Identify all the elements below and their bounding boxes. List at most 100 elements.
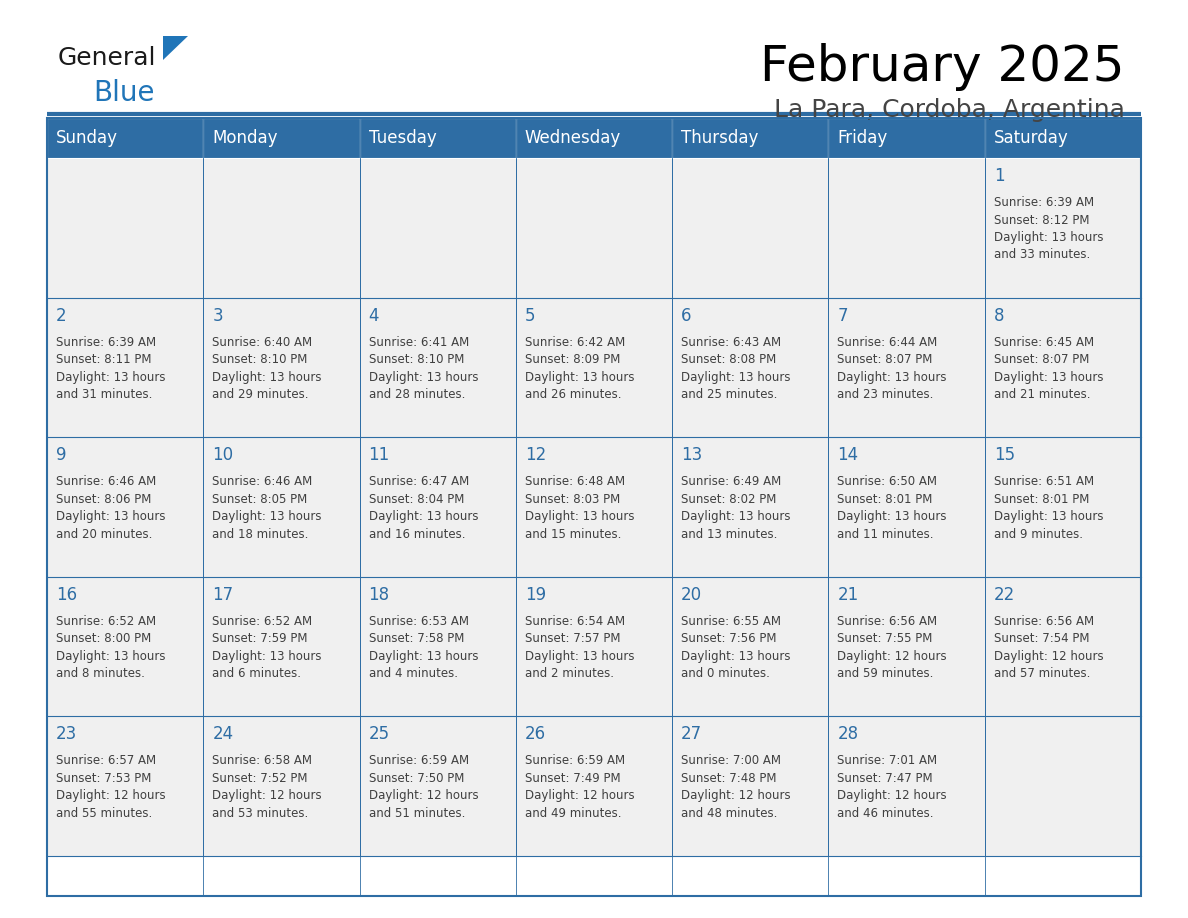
Text: 1: 1 xyxy=(993,167,1004,185)
Text: 15: 15 xyxy=(993,446,1015,465)
Bar xyxy=(203,158,360,297)
Text: Sunrise: 6:45 AM
Sunset: 8:07 PM
Daylight: 13 hours
and 21 minutes.: Sunrise: 6:45 AM Sunset: 8:07 PM Dayligh… xyxy=(993,336,1104,401)
Text: 10: 10 xyxy=(213,446,233,465)
Bar xyxy=(48,577,203,716)
Bar xyxy=(672,297,828,437)
Text: 25: 25 xyxy=(368,725,390,744)
Bar xyxy=(985,577,1140,716)
Text: Sunrise: 6:52 AM
Sunset: 8:00 PM
Daylight: 13 hours
and 8 minutes.: Sunrise: 6:52 AM Sunset: 8:00 PM Dayligh… xyxy=(56,615,165,680)
Text: February 2025: February 2025 xyxy=(760,43,1125,91)
Bar xyxy=(360,297,516,437)
Text: 27: 27 xyxy=(681,725,702,744)
Text: Sunrise: 6:59 AM
Sunset: 7:50 PM
Daylight: 12 hours
and 51 minutes.: Sunrise: 6:59 AM Sunset: 7:50 PM Dayligh… xyxy=(368,755,479,820)
Bar xyxy=(516,158,672,297)
Text: Sunrise: 6:48 AM
Sunset: 8:03 PM
Daylight: 13 hours
and 15 minutes.: Sunrise: 6:48 AM Sunset: 8:03 PM Dayligh… xyxy=(525,476,634,541)
Text: 4: 4 xyxy=(368,307,379,325)
Bar xyxy=(672,158,828,297)
Text: 7: 7 xyxy=(838,307,848,325)
Bar xyxy=(360,577,516,716)
Bar xyxy=(203,716,360,856)
Text: 11: 11 xyxy=(368,446,390,465)
Text: 13: 13 xyxy=(681,446,702,465)
Polygon shape xyxy=(163,36,188,60)
Bar xyxy=(516,716,672,856)
Bar xyxy=(48,437,203,577)
Text: Sunrise: 6:53 AM
Sunset: 7:58 PM
Daylight: 13 hours
and 4 minutes.: Sunrise: 6:53 AM Sunset: 7:58 PM Dayligh… xyxy=(368,615,478,680)
Bar xyxy=(360,716,516,856)
Bar xyxy=(48,118,203,158)
Text: La Para, Cordoba, Argentina: La Para, Cordoba, Argentina xyxy=(775,98,1125,122)
Bar xyxy=(985,437,1140,577)
Text: 3: 3 xyxy=(213,307,223,325)
Text: Sunrise: 6:41 AM
Sunset: 8:10 PM
Daylight: 13 hours
and 28 minutes.: Sunrise: 6:41 AM Sunset: 8:10 PM Dayligh… xyxy=(368,336,478,401)
Text: Monday: Monday xyxy=(213,129,278,147)
Text: Sunrise: 6:39 AM
Sunset: 8:12 PM
Daylight: 13 hours
and 33 minutes.: Sunrise: 6:39 AM Sunset: 8:12 PM Dayligh… xyxy=(993,196,1104,262)
Text: Sunrise: 6:47 AM
Sunset: 8:04 PM
Daylight: 13 hours
and 16 minutes.: Sunrise: 6:47 AM Sunset: 8:04 PM Dayligh… xyxy=(368,476,478,541)
Text: 22: 22 xyxy=(993,586,1015,604)
Bar xyxy=(828,716,985,856)
Text: Sunrise: 6:44 AM
Sunset: 8:07 PM
Daylight: 13 hours
and 23 minutes.: Sunrise: 6:44 AM Sunset: 8:07 PM Dayligh… xyxy=(838,336,947,401)
Bar xyxy=(48,297,203,437)
Bar xyxy=(203,437,360,577)
Text: Wednesday: Wednesday xyxy=(525,129,621,147)
Bar xyxy=(672,437,828,577)
Bar xyxy=(360,158,516,297)
Text: 21: 21 xyxy=(838,586,859,604)
Text: 24: 24 xyxy=(213,725,233,744)
Bar xyxy=(828,297,985,437)
Text: Sunrise: 7:00 AM
Sunset: 7:48 PM
Daylight: 12 hours
and 48 minutes.: Sunrise: 7:00 AM Sunset: 7:48 PM Dayligh… xyxy=(681,755,791,820)
Text: Sunrise: 6:56 AM
Sunset: 7:55 PM
Daylight: 12 hours
and 59 minutes.: Sunrise: 6:56 AM Sunset: 7:55 PM Dayligh… xyxy=(838,615,947,680)
Text: Sunday: Sunday xyxy=(56,129,118,147)
Text: Sunrise: 6:58 AM
Sunset: 7:52 PM
Daylight: 12 hours
and 53 minutes.: Sunrise: 6:58 AM Sunset: 7:52 PM Dayligh… xyxy=(213,755,322,820)
Text: 16: 16 xyxy=(56,586,77,604)
Text: 12: 12 xyxy=(525,446,546,465)
Bar xyxy=(672,716,828,856)
Text: 17: 17 xyxy=(213,586,233,604)
Bar xyxy=(516,577,672,716)
Text: General: General xyxy=(58,46,157,70)
Bar xyxy=(828,118,985,158)
Text: 26: 26 xyxy=(525,725,546,744)
Text: Thursday: Thursday xyxy=(681,129,758,147)
Text: Sunrise: 6:57 AM
Sunset: 7:53 PM
Daylight: 12 hours
and 55 minutes.: Sunrise: 6:57 AM Sunset: 7:53 PM Dayligh… xyxy=(56,755,165,820)
Bar xyxy=(48,716,203,856)
Text: 9: 9 xyxy=(56,446,67,465)
Bar xyxy=(985,716,1140,856)
Text: Sunrise: 6:59 AM
Sunset: 7:49 PM
Daylight: 12 hours
and 49 minutes.: Sunrise: 6:59 AM Sunset: 7:49 PM Dayligh… xyxy=(525,755,634,820)
Bar xyxy=(203,297,360,437)
Bar xyxy=(985,158,1140,297)
Bar xyxy=(360,437,516,577)
Text: Sunrise: 6:40 AM
Sunset: 8:10 PM
Daylight: 13 hours
and 29 minutes.: Sunrise: 6:40 AM Sunset: 8:10 PM Dayligh… xyxy=(213,336,322,401)
Bar xyxy=(828,437,985,577)
Text: Sunrise: 6:43 AM
Sunset: 8:08 PM
Daylight: 13 hours
and 25 minutes.: Sunrise: 6:43 AM Sunset: 8:08 PM Dayligh… xyxy=(681,336,791,401)
Text: Sunrise: 7:01 AM
Sunset: 7:47 PM
Daylight: 12 hours
and 46 minutes.: Sunrise: 7:01 AM Sunset: 7:47 PM Dayligh… xyxy=(838,755,947,820)
Text: Sunrise: 6:51 AM
Sunset: 8:01 PM
Daylight: 13 hours
and 9 minutes.: Sunrise: 6:51 AM Sunset: 8:01 PM Dayligh… xyxy=(993,476,1104,541)
Bar xyxy=(516,118,672,158)
Text: Saturday: Saturday xyxy=(993,129,1068,147)
Bar xyxy=(672,577,828,716)
Text: 19: 19 xyxy=(525,586,546,604)
Bar xyxy=(203,118,360,158)
Text: Sunrise: 6:55 AM
Sunset: 7:56 PM
Daylight: 13 hours
and 0 minutes.: Sunrise: 6:55 AM Sunset: 7:56 PM Dayligh… xyxy=(681,615,791,680)
Text: 8: 8 xyxy=(993,307,1004,325)
Text: 6: 6 xyxy=(681,307,691,325)
Text: 23: 23 xyxy=(56,725,77,744)
Text: Sunrise: 6:46 AM
Sunset: 8:06 PM
Daylight: 13 hours
and 20 minutes.: Sunrise: 6:46 AM Sunset: 8:06 PM Dayligh… xyxy=(56,476,165,541)
Text: Sunrise: 6:39 AM
Sunset: 8:11 PM
Daylight: 13 hours
and 31 minutes.: Sunrise: 6:39 AM Sunset: 8:11 PM Dayligh… xyxy=(56,336,165,401)
Bar xyxy=(203,577,360,716)
Text: Sunrise: 6:49 AM
Sunset: 8:02 PM
Daylight: 13 hours
and 13 minutes.: Sunrise: 6:49 AM Sunset: 8:02 PM Dayligh… xyxy=(681,476,791,541)
Text: Blue: Blue xyxy=(93,79,154,107)
Text: Friday: Friday xyxy=(838,129,887,147)
Bar xyxy=(48,158,203,297)
Text: Sunrise: 6:50 AM
Sunset: 8:01 PM
Daylight: 13 hours
and 11 minutes.: Sunrise: 6:50 AM Sunset: 8:01 PM Dayligh… xyxy=(838,476,947,541)
Text: 2: 2 xyxy=(56,307,67,325)
Bar xyxy=(516,437,672,577)
Bar xyxy=(985,118,1140,158)
Bar xyxy=(985,297,1140,437)
Bar xyxy=(360,118,516,158)
Text: 14: 14 xyxy=(838,446,859,465)
Text: Sunrise: 6:52 AM
Sunset: 7:59 PM
Daylight: 13 hours
and 6 minutes.: Sunrise: 6:52 AM Sunset: 7:59 PM Dayligh… xyxy=(213,615,322,680)
Text: 5: 5 xyxy=(525,307,536,325)
Bar xyxy=(516,297,672,437)
Bar xyxy=(828,158,985,297)
